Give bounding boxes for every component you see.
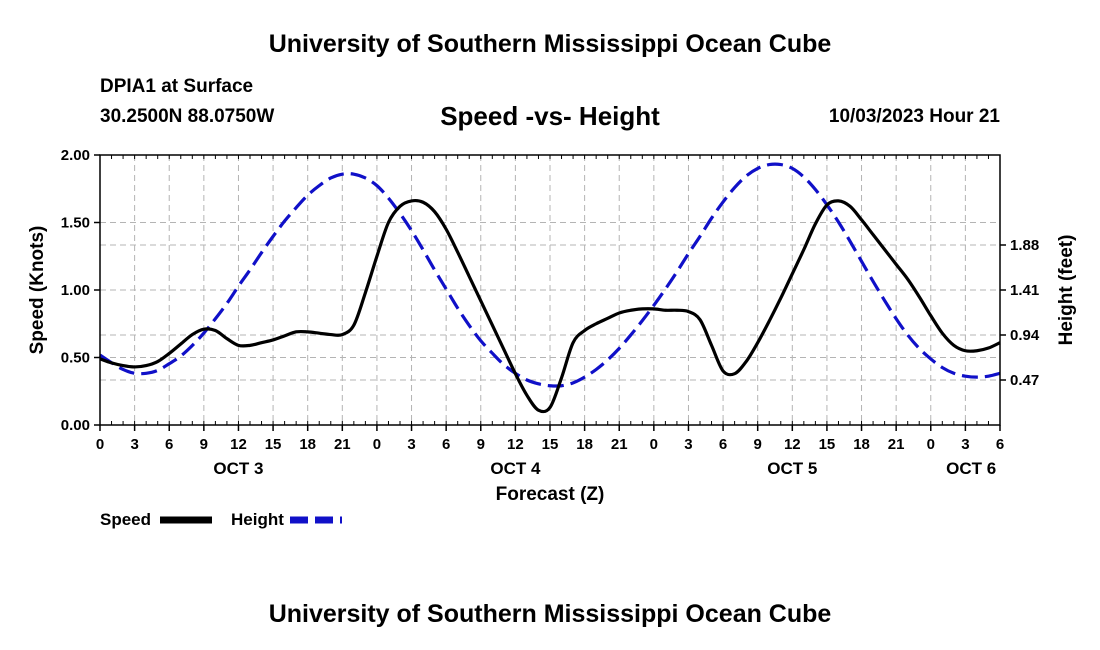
x-tick-label: 15 (265, 436, 282, 453)
footer-title: University of Southern Mississippi Ocean… (268, 600, 832, 628)
y-tick-label: 0.00 (61, 417, 90, 434)
y2-axis-label: Height (feet) (1056, 235, 1077, 346)
page-title: University of Southern Mississippi Ocean… (268, 30, 832, 58)
y2-tick-label: 0.47 (1010, 372, 1039, 389)
x-tick-label: 9 (200, 436, 208, 453)
day-label: OCT 3 (213, 459, 263, 478)
series-speed-line (99, 198, 1001, 414)
x-tick-label: 18 (853, 436, 870, 453)
legend-height-label: Height (231, 510, 284, 529)
legend-speed-label: Speed (100, 510, 151, 529)
x-tick-label: 3 (684, 436, 692, 453)
x-tick-label: 21 (611, 436, 628, 453)
y2-tick-label: 0.94 (1010, 327, 1040, 344)
x-tick-label: 18 (299, 436, 316, 453)
x-tick-label: 0 (373, 436, 381, 453)
x-tick-label: 12 (507, 436, 524, 453)
x-tick-label: 3 (961, 436, 969, 453)
legend: Speed Height (100, 510, 342, 529)
y-tick-label: 1.00 (61, 282, 90, 299)
y-tick-label: 1.50 (61, 215, 90, 232)
chart-title: Speed -vs- Height (440, 101, 660, 131)
x-tick-label: 6 (719, 436, 727, 453)
x-tick-label: 12 (784, 436, 801, 453)
tick-layer: 0.00 0.50 1.00 1.50 2.00 0.47 0.94 1.41 1.88 0 3 6 9… (61, 147, 1040, 478)
x-tick-label: 9 (477, 436, 485, 453)
x-tick-label: 9 (754, 436, 762, 453)
x-axis-label: Forecast (Z) (496, 484, 605, 505)
x-tick-label: 21 (334, 436, 351, 453)
series-layer (99, 162, 1001, 414)
station-name: DPIA1 at Surface (100, 76, 254, 97)
x-tick-label: 3 (130, 436, 138, 453)
x-tick-label: 21 (888, 436, 905, 453)
x-tick-label: 6 (442, 436, 450, 453)
day-label: OCT 5 (767, 459, 817, 478)
series-height-line (99, 162, 1001, 388)
x-tick-label: 12 (230, 436, 247, 453)
x-tick-label: 6 (165, 436, 173, 453)
y2-tick-label: 1.88 (1010, 237, 1039, 254)
x-tick-label: 15 (542, 436, 559, 453)
x-tick-label: 3 (407, 436, 415, 453)
grid-layer (100, 155, 1000, 425)
x-tick-label: 18 (576, 436, 593, 453)
x-tick-label: 6 (996, 436, 1004, 453)
x-tick-label: 0 (96, 436, 104, 453)
day-label: OCT 6 (946, 459, 996, 478)
y-tick-label: 0.50 (61, 350, 90, 367)
x-tick-label: 15 (819, 436, 836, 453)
station-location: 30.2500N 88.0750W (100, 106, 275, 127)
day-label: OCT 4 (490, 459, 541, 478)
y-tick-label: 2.00 (61, 147, 90, 164)
x-tick-label: 0 (927, 436, 935, 453)
y-axis-label: Speed (Knots) (27, 226, 48, 355)
y2-tick-label: 1.41 (1010, 282, 1039, 299)
x-tick-label: 0 (650, 436, 658, 453)
issued-date: 10/03/2023 Hour 21 (828, 106, 1000, 127)
